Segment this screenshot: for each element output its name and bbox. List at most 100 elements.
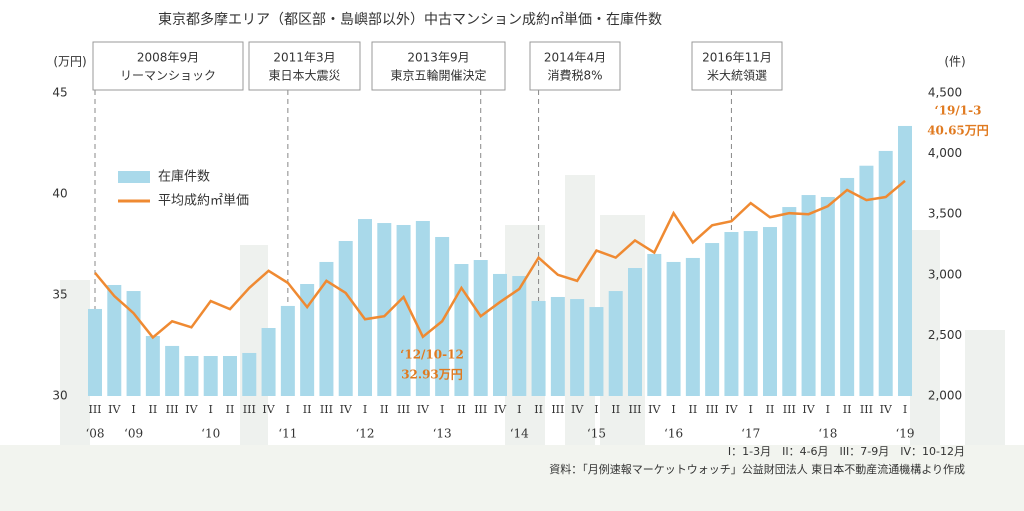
bar [242, 352, 257, 396]
x-tick-label: IV [571, 403, 584, 416]
bar [801, 195, 816, 396]
bar [261, 328, 276, 396]
x-tick-label: II [766, 403, 775, 416]
bar [126, 291, 141, 396]
event-date: 2014年4月 [544, 51, 606, 65]
x-tick-label: II [457, 403, 466, 416]
x-tick-label: II [611, 403, 620, 416]
x-year-label: ‘16 [664, 427, 683, 441]
y2-axis-label: (件) [944, 55, 965, 69]
bar [763, 227, 777, 396]
x-tick-label: III [474, 403, 487, 416]
x-tick-label: IV [725, 403, 738, 416]
event-date: 2013年9月 [407, 51, 469, 65]
x-year-label: ‘13 [433, 427, 452, 441]
bar [107, 284, 122, 396]
event-label: 東日本大震災 [268, 69, 340, 83]
bar [300, 284, 315, 396]
x-year-label: ‘19 [895, 427, 914, 441]
bar [589, 307, 604, 396]
y2-tick-label: 4,500 [928, 86, 962, 100]
x-tick-label: I [363, 403, 367, 416]
annotation: 32.93万円 [401, 368, 463, 382]
bar [531, 300, 546, 396]
bar [473, 260, 488, 396]
bar [782, 207, 797, 396]
bar [396, 224, 411, 396]
event-date: 2008年9月 [137, 51, 199, 65]
x-tick-label: I [440, 403, 444, 416]
x-tick-label: IV [494, 403, 507, 416]
bar [319, 261, 334, 396]
x-tick-label: III [706, 403, 719, 416]
x-tick-label: III [628, 403, 641, 416]
bar [550, 296, 565, 396]
bar [647, 253, 662, 396]
x-year-label: ‘15 [587, 427, 606, 441]
event-box [691, 41, 783, 91]
x-tick-label: I [749, 403, 753, 416]
x-tick-label: I [903, 403, 907, 416]
y-tick-label: 35 [52, 288, 67, 302]
bar [724, 232, 739, 396]
x-tick-label: III [320, 403, 333, 416]
y-tick-label: 45 [52, 86, 67, 100]
bar [377, 223, 392, 396]
x-tick-label: III [783, 403, 796, 416]
line [94, 179, 906, 340]
bar [608, 291, 623, 396]
bar [512, 276, 527, 396]
x-tick-label: III [88, 403, 101, 416]
legend-label: 平均成約㎡単価 [158, 193, 249, 209]
event-date: 2011年3月 [273, 51, 335, 65]
bar [223, 356, 237, 396]
bar [820, 196, 835, 396]
x-tick-label: I [286, 403, 290, 416]
event-label: 米大統領選 [707, 68, 767, 83]
x-tick-label: III [166, 403, 179, 416]
bar [705, 243, 720, 396]
x-tick-label: II [843, 403, 852, 416]
x-tick-label: I [826, 403, 830, 416]
event-box [248, 41, 361, 91]
quarter-key: I：1-3月 II：4-6月 III：7-9月 IV：10-12月 [728, 445, 965, 458]
x-tick-label: II [534, 403, 543, 416]
x-tick-label: III [243, 403, 256, 416]
x-tick-label: IV [108, 403, 121, 416]
x-tick-label: I [517, 403, 521, 416]
x-tick-label: I [131, 403, 135, 416]
x-tick-label: I [209, 403, 213, 416]
x-tick-label: IV [417, 403, 430, 416]
bar [878, 150, 893, 396]
bar [435, 236, 450, 396]
legend-label: 在庫件数 [158, 170, 210, 185]
x-tick-label: II [303, 403, 312, 416]
bar [203, 356, 218, 396]
bar [358, 219, 372, 396]
x-year-label: ‘14 [510, 427, 529, 441]
annotation: ‘19/1-3 [935, 104, 982, 118]
bar [840, 177, 855, 396]
bar [165, 345, 180, 396]
x-tick-label: II [149, 403, 158, 416]
bar [666, 261, 681, 396]
bar [338, 240, 353, 396]
x-tick-label: IV [880, 403, 893, 416]
bar [145, 336, 160, 396]
y2-tick-label: 3,500 [928, 207, 962, 221]
y2-tick-label: 2,000 [928, 389, 962, 403]
x-year-label: ‘08 [85, 427, 104, 441]
event-box [92, 41, 244, 91]
bar [454, 264, 469, 396]
legend-swatch [118, 171, 150, 183]
annotation: 40.65万円 [927, 124, 989, 138]
bar [743, 231, 758, 396]
x-year-label: ‘10 [201, 427, 220, 441]
y-axis-label: (万円) [53, 55, 86, 69]
bar [628, 268, 642, 396]
y-tick-label: 40 [52, 187, 67, 201]
x-year-label: ‘11 [278, 427, 297, 441]
x-year-label: ‘09 [124, 427, 143, 441]
x-tick-label: II [380, 403, 389, 416]
